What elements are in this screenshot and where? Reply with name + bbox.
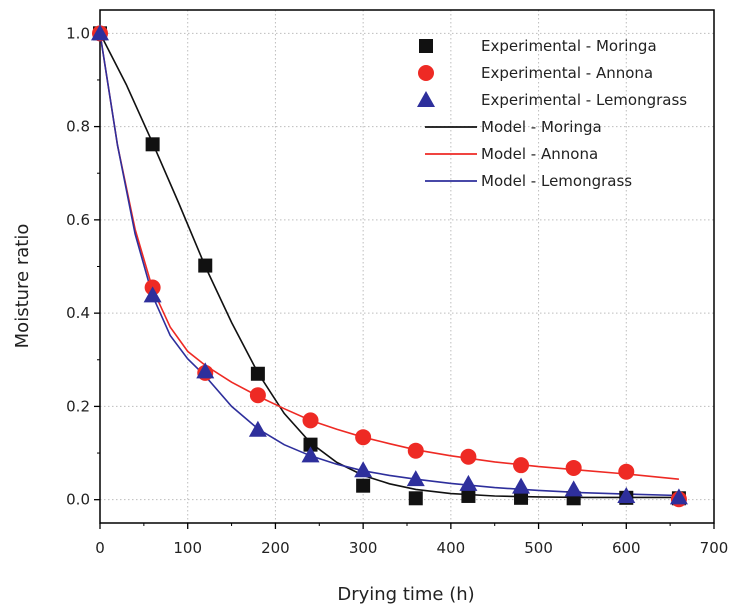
data-point-annona [407, 442, 424, 459]
y-tick-label: 1.0 [66, 24, 90, 42]
y-axis-title: Moisture ratio [12, 224, 33, 349]
data-point-moringa [356, 478, 371, 493]
x-tick-label: 200 [261, 539, 290, 557]
data-point-lemongrass [512, 477, 531, 494]
x-tick-label: 500 [524, 539, 553, 557]
legend-label: Model - Lemongrass [481, 172, 632, 190]
legend-symbol-annona [418, 65, 434, 81]
data-point-annona [355, 429, 372, 446]
data-point-lemongrass [459, 474, 478, 491]
data-point-moringa [198, 258, 213, 273]
data-point-lemongrass [617, 486, 636, 503]
model-line-moringa [99, 32, 679, 499]
legend-label: Experimental - Annona [481, 64, 653, 82]
data-point-annona [302, 412, 319, 429]
data-point-lemongrass [301, 446, 320, 463]
data-point-annona [460, 448, 477, 465]
x-axis-title: Drying time (h) [337, 584, 474, 605]
x-tick-label: 300 [349, 539, 378, 557]
data-point-moringa [250, 366, 265, 381]
axes [99, 9, 715, 524]
data-point-lemongrass [196, 362, 215, 379]
data-point-annona [249, 387, 266, 404]
y-tick-label: 0.2 [66, 397, 90, 415]
data-point-lemongrass [91, 24, 109, 41]
x-tick-label: 600 [612, 539, 641, 557]
data-point-annona [565, 459, 582, 476]
legend-label: Model - Moringa [481, 118, 602, 136]
data-point-lemongrass [248, 420, 267, 437]
x-tick-label: 700 [700, 539, 729, 557]
y-tick-label: 0.6 [66, 211, 90, 229]
data-point-moringa [408, 491, 423, 506]
grid-lines [100, 10, 714, 523]
data-point-moringa [461, 488, 476, 503]
data-point-lemongrass [354, 461, 373, 478]
x-tick-label: 100 [173, 539, 202, 557]
y-tick-label: 0.0 [66, 491, 90, 509]
data-point-lemongrass [564, 480, 583, 497]
x-tick-label: 400 [437, 539, 466, 557]
y-tick-label: 0.4 [66, 304, 90, 322]
data-point-moringa [303, 437, 318, 452]
legend-label: Experimental - Moringa [481, 37, 657, 55]
y-tick-label: 0.8 [66, 118, 90, 136]
legend-symbol-moringa [419, 39, 433, 53]
data-point-annona [618, 463, 635, 480]
legend: Experimental - Moringa Experimental - Ann… [417, 37, 687, 190]
axis-ticks: 0 100 200 300 400 500 600 700 0.0 0.2 0.4 0.6 0.8 1.0 [66, 24, 728, 557]
data-point-lemongrass [143, 286, 162, 303]
legend-label: Model - Annona [481, 145, 598, 163]
experimental-markers [91, 24, 688, 508]
plot-frame [99, 9, 715, 524]
data-point-moringa [514, 490, 529, 505]
x-tick-label: 0 [95, 539, 105, 557]
legend-symbol-lemongrass [417, 91, 435, 107]
legend-label: Experimental - Lemongrass [481, 91, 687, 109]
data-point-annona [513, 457, 530, 474]
data-point-lemongrass [669, 488, 688, 505]
data-point-moringa [145, 137, 160, 152]
data-point-lemongrass [406, 470, 425, 487]
